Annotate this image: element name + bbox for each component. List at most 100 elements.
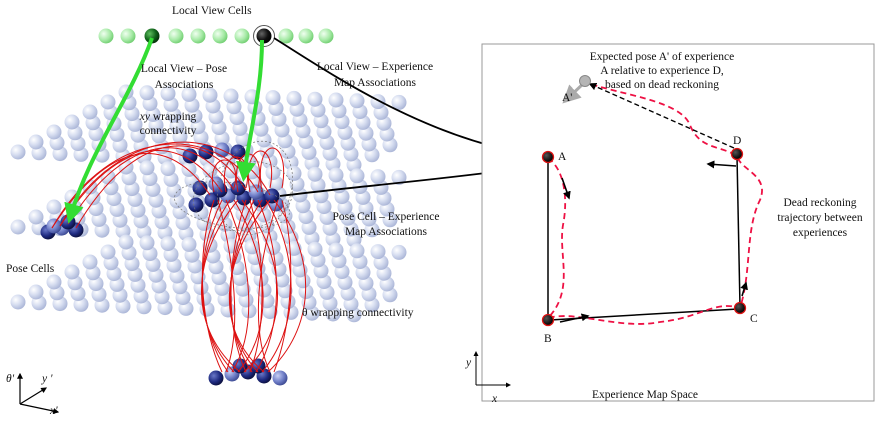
heading-arrows [559,160,748,323]
active-pose-cell [192,180,208,196]
xy-wrap-arc [75,145,247,229]
axis-x-label: x' [50,405,58,417]
xy-wrapping-label-line1: xy wrapping [139,111,197,123]
node-d [730,147,744,161]
active-pose-cell [204,192,220,208]
pose-cell [82,104,98,120]
local-view-cell [98,28,114,44]
axis-theta-label: θ' [6,373,15,385]
pose-cell [349,168,365,184]
expected-pose-label-line2: A relative to experience D, [600,65,724,77]
pose-cell [286,90,302,106]
local-view-pose-label-line2: Associations [154,79,214,91]
pose-cell [28,209,44,225]
pose-cell [82,254,98,270]
active-pose-cell [182,148,198,164]
pose-cell [28,284,44,300]
pose-cell [181,86,197,102]
pose-cell [265,90,281,106]
pose-cell [223,88,239,104]
theta-wrap-loop [228,199,271,373]
pose-cell [10,144,26,160]
local-view-cell [318,28,334,44]
theta-wrapping-label: θ wrapping connectivity [302,307,414,319]
local-view-pose-label-line1: Local View – Pose [140,63,228,75]
pose-cell [265,165,281,181]
node-a [541,150,555,164]
local-view-experience-label-line1: Local View – Experience [316,61,434,73]
xy-wrapping-label-line2: connectivity [139,125,197,137]
pose-cell [370,94,386,110]
xy-wrap-arc [260,147,284,193]
pose-cell [328,242,344,258]
local-view-cell-current [256,28,272,44]
dead-reckoning-label-line1: Dead reckoning [783,197,857,209]
theta-wrap-loop [233,199,264,373]
pose-cell [160,86,176,102]
pose-cell [100,169,116,185]
pose-cell [370,244,386,260]
map-axes [473,351,511,388]
active-pose-cells [40,142,288,386]
pose-cell [100,94,116,110]
active-pose-cell [208,370,224,386]
pose-cell [139,160,155,176]
pose-cell [349,243,365,259]
theta-wrap-loop [273,199,292,373]
dead-reckoning-label-line2: trajectory between [777,212,863,224]
pose-cell [286,165,302,181]
active-pose-cell [230,144,246,160]
pose-cell [328,167,344,183]
pose-cell [307,241,323,257]
pose-cell [328,92,344,108]
xy-wrap-arc [67,147,235,225]
pose-cell [307,166,323,182]
local-view-cell [120,28,136,44]
activity-packet-outline [174,140,293,236]
pose-cell [139,85,155,101]
theta-wrap-loop [261,199,292,373]
map-axis-y-label: y [466,357,472,369]
theta-wrap-loop [257,199,279,373]
pose-cell [28,134,44,150]
pose-cell [46,199,62,215]
experience-map-space-label: Experience Map Space [592,389,699,401]
xy-wrapping-label-text: wrapping [152,111,197,123]
map-axis-x-label: x [492,393,498,405]
pose-cell [100,244,116,260]
pose-cell [391,244,407,260]
expected-pose-label-line1: Expected pose A' of experience [589,51,735,63]
pose-cell [118,234,134,250]
pose-cell-layer [10,84,407,173]
pose-cell [160,161,176,177]
node-b-label: B [544,333,552,345]
pose-cell [46,274,62,290]
node-a-prime [579,75,591,87]
xy-wrap-arc [211,159,237,193]
local-view-pose-arrow-left [64,37,154,224]
theta-wrap-loop [201,199,241,373]
theta-wrap-loop [267,199,307,373]
active-pose-cell [232,358,248,374]
expected-pose-arrow [588,82,735,149]
pose-cell [349,93,365,109]
active-pose-cell [248,184,264,200]
pose-cell [10,219,26,235]
local-view-cell [278,28,294,44]
pose-cell [46,124,62,140]
local-view-cell [234,28,250,44]
active-pose-cell [188,197,204,213]
pose-cell [391,169,407,185]
pose-cell [391,94,407,110]
pose-cell [370,169,386,185]
node-b [541,313,555,327]
local-view-cell-highlight-ring [253,25,275,47]
pose-cell [10,294,26,310]
axis-y-label: y ' [42,373,53,385]
pose-cell [307,91,323,107]
active-pose-cell [272,370,288,386]
theta-wrapping-links [201,199,307,373]
pose-cell-experience-label-line1: Pose Cell – Experience [332,211,440,223]
